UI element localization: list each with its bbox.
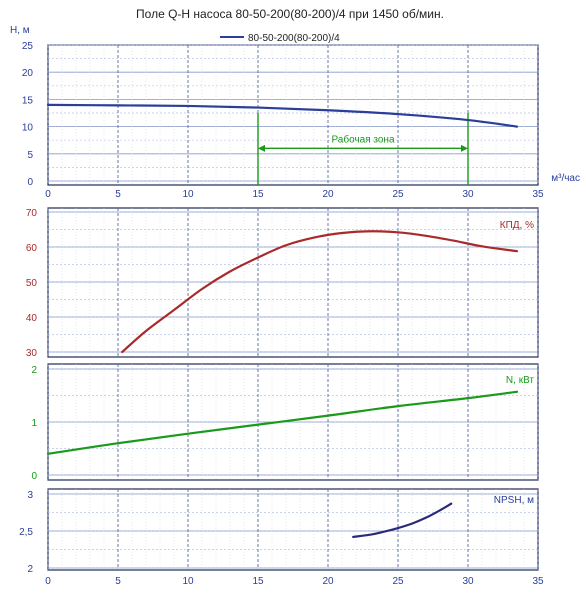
head-x-tick-label: 35 (532, 189, 544, 200)
head-plot-frame (47, 44, 539, 186)
npsh-x-tick-label: 20 (322, 576, 334, 587)
head-y-tick-label: 0 (27, 177, 33, 188)
head-y-tick-label: 10 (22, 123, 34, 134)
npsh-y-tick-label: 3 (27, 490, 33, 501)
head-series-line (46, 103, 519, 128)
legend-label: 80-50-200(80-200)/4 (248, 33, 340, 44)
power-y-tick-label: 2 (31, 365, 37, 376)
head-x-tick-label: 0 (45, 189, 51, 200)
power-y-tick-label: 1 (31, 418, 37, 429)
head-y-tick-label: 20 (22, 68, 34, 79)
head-x-tick-label: 10 (182, 189, 194, 200)
head-y-axis-label: H, м (10, 25, 30, 36)
npsh-x-tick-label: 0 (45, 576, 51, 587)
head-x-tick-label: 5 (115, 189, 121, 200)
head-panel: 0 5 10 15 20 25 0 5 10 15 20 25 30 35 H, м м³/час Рабоча… (10, 25, 580, 200)
head-x-tick-label: 15 (252, 189, 264, 200)
npsh-x-tick-label: 35 (532, 576, 544, 587)
npsh-y-tick-label: 2 (27, 564, 33, 575)
working-zone-arrowhead-right (461, 144, 468, 152)
working-zone-arrowhead-left (258, 144, 265, 152)
efficiency-panel: 30 40 50 60 70 КПД, % (26, 207, 539, 359)
head-x-tick-label: 25 (392, 189, 404, 200)
efficiency-series-line (121, 230, 519, 354)
power-y-axis-label: N, кВт (506, 375, 534, 386)
head-x-axis-label: м³/час (551, 173, 580, 184)
npsh-y-tick-label: 2,5 (19, 527, 33, 538)
efficiency-y-tick-label: 50 (26, 278, 38, 289)
npsh-x-tick-label: 25 (392, 576, 404, 587)
npsh-plot-frame (47, 488, 539, 571)
npsh-x-tick-label: 10 (182, 576, 194, 587)
efficiency-y-tick-label: 40 (26, 313, 38, 324)
efficiency-y-tick-label: 60 (26, 243, 38, 254)
power-panel: 0 1 2 N, кВт (31, 363, 539, 482)
npsh-x-tick-label: 15 (252, 576, 264, 587)
npsh-y-axis-label: NPSH, м (494, 495, 534, 506)
head-y-tick-label: 15 (22, 95, 34, 106)
npsh-x-tick-label: 30 (462, 576, 474, 587)
head-x-tick-label: 30 (462, 189, 474, 200)
efficiency-y-tick-label: 70 (26, 208, 38, 219)
power-series-line (46, 390, 519, 455)
efficiency-y-axis-label: КПД, % (500, 220, 534, 231)
head-x-tick-label: 20 (322, 189, 334, 200)
efficiency-plot-frame (47, 207, 539, 358)
chart-title: Поле Q-H насоса 80-50-200(80-200)/4 при … (136, 7, 444, 21)
npsh-x-tick-label: 5 (115, 576, 121, 587)
working-zone-label: Рабочая зона (331, 133, 394, 145)
npsh-series-line (352, 502, 453, 539)
power-y-tick-label: 0 (31, 471, 37, 482)
head-y-tick-label: 5 (27, 150, 33, 161)
head-y-tick-label: 25 (22, 41, 34, 52)
efficiency-y-tick-label: 30 (26, 348, 38, 359)
